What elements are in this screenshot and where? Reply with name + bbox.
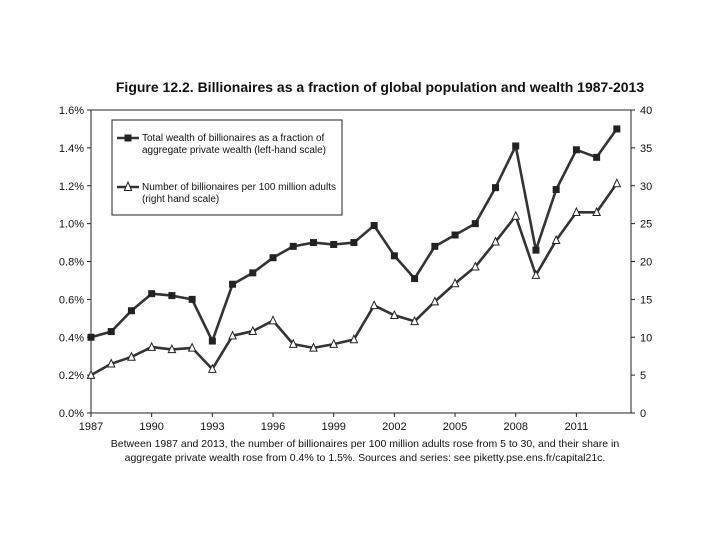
x-tick-label: 1999 [321,421,345,433]
legend-swatch-marker-2 [123,180,133,191]
series-1-point [168,292,176,300]
series-2-point [147,341,157,351]
series-1-point [532,246,540,254]
series-2-point [430,296,440,306]
chart-caption: Between 1987 and 2013, the number of bil… [90,437,640,465]
series-2-point [127,351,136,361]
series-1-point [208,337,216,345]
series-1-point [148,290,156,298]
y-left-tick-label: 1.4% [59,143,84,155]
series-2-point [309,342,318,352]
series-1-point [512,142,520,150]
series-1-point [572,146,580,154]
series-2-point [288,338,298,348]
y-right-tick-label: 0 [640,408,646,420]
series-1-point [188,295,196,303]
series-2-point [329,338,339,348]
y-left-tick-label: 1.2% [59,181,84,193]
series-2-point [389,309,399,320]
series-1-point [491,184,499,192]
y-right-tick-label: 30 [640,181,652,193]
legend-label-2b: (right hand scale) [142,194,219,205]
y-left-tick-label: 0.2% [59,370,84,382]
series-2-point [592,206,602,217]
y-left-tick-label: 1.0% [59,219,84,231]
axis-ticks: 0.0% 0.2% 0.4% 0.6% 0.8% 1.0% 1.2% 1.4% 1.6% 0 5 10… [59,105,652,433]
y-left-tick-label: 1.6% [59,105,84,117]
series-2-point [167,343,177,354]
series-1-point [330,240,338,248]
series-2-point [571,206,581,217]
legend-label-1b: aggregate private wealth (left-hand scal… [142,145,326,156]
series-1-point [593,153,601,161]
series-2-point [491,236,500,246]
series-1-point [552,186,560,194]
legend-label-1a: Total wealth of billionaires as a fracti… [142,133,325,144]
series-1-point [229,280,237,288]
series-1-point [390,252,398,260]
series-2-point [268,315,278,325]
series-1-point [431,242,439,250]
y-left-tick-label: 0.8% [59,257,84,269]
chart-legend: Total wealth of billionaires as a fracti… [111,119,343,216]
x-tick-label: 1993 [200,421,224,433]
series-1-point [370,222,378,230]
series-1-point [107,328,115,336]
series-1-point [411,275,419,283]
y-right-tick-label: 25 [640,219,652,231]
caption-line-2: aggregate private wealth rose from 0.4% … [124,452,606,464]
legend-label-2a: Number of billionaires per 100 million a… [142,182,336,193]
y-right-tick-label: 35 [640,143,652,155]
series-1-point [350,239,358,247]
series-1-point [87,333,95,341]
legend-swatch-marker-1 [124,134,132,142]
y-left-tick-label: 0.4% [59,332,84,344]
x-tick-label: 1996 [261,421,285,433]
series-1-point [471,220,479,228]
series-1-point [309,239,317,247]
series-2-point [410,315,419,326]
series-2-point [531,269,541,279]
y-right-tick-label: 40 [640,105,652,117]
series-2-point [187,342,197,352]
series-1-point [249,269,257,277]
y-left-tick-label: 0.6% [59,294,84,306]
y-right-tick-label: 20 [640,257,652,269]
y-left-tick-label: 0.0% [59,408,84,420]
chart-title: Figure 12.2. Billionaires as a fraction … [115,79,645,95]
series-2-point [470,261,480,271]
series-2-point [612,178,622,188]
y-right-tick-label: 15 [640,294,652,306]
series-2-point [248,325,258,335]
series-2-point [86,369,96,379]
x-tick-label: 2005 [443,421,467,433]
series-2-point [228,330,237,340]
chart-series [86,125,622,379]
series-1-point [289,242,297,250]
series-2-point [106,358,116,368]
series-1-point [269,254,277,262]
x-tick-label: 2002 [382,421,406,433]
series-2-point [551,234,561,245]
series-2-point [450,278,460,288]
x-tick-label: 1987 [79,421,103,433]
series-2-point [369,300,379,310]
legend-box [111,119,343,216]
y-right-tick-label: 10 [640,332,652,344]
series-1-point [127,307,135,315]
series-2-point [207,363,217,373]
series-1-point [451,231,459,239]
y-right-tick-label: 5 [640,370,646,382]
series-2-point [511,210,521,220]
series-1-point [613,125,621,133]
x-tick-label: 2008 [503,421,527,433]
x-tick-label: 1990 [139,421,163,433]
x-tick-label: 2011 [565,421,589,433]
caption-line-1: Between 1987 and 2013, the number of bil… [110,438,620,450]
series-2-point [349,334,359,344]
